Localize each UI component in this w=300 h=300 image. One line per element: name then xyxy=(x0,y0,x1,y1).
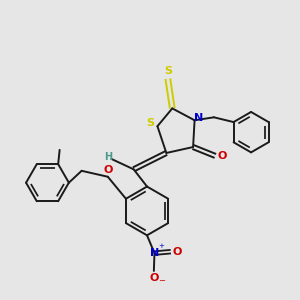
Text: S: S xyxy=(164,66,172,76)
Text: O: O xyxy=(217,151,226,161)
Text: N: N xyxy=(150,248,159,258)
Text: S: S xyxy=(146,118,154,128)
Text: O: O xyxy=(173,247,182,257)
Text: −: − xyxy=(158,276,165,285)
Text: H: H xyxy=(104,152,112,162)
Text: O: O xyxy=(104,165,113,175)
Text: O: O xyxy=(149,272,159,283)
Text: N: N xyxy=(194,113,203,123)
Text: +: + xyxy=(158,243,164,249)
